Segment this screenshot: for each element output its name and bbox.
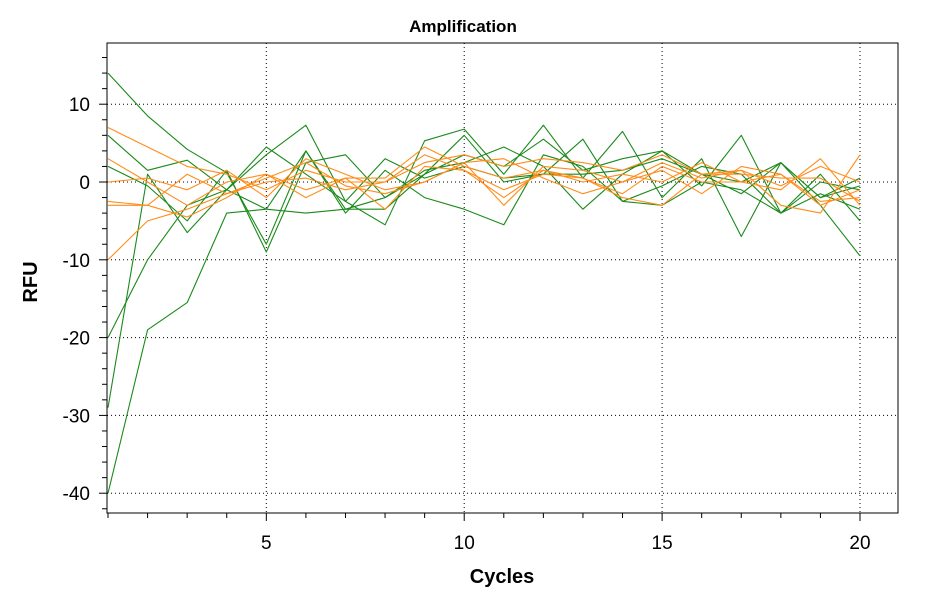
series-line-6 [107,150,861,494]
y-tick-label: 10 [69,95,90,116]
series-line-9 [107,154,861,261]
series-line-2 [107,134,861,202]
series-line-5 [107,134,861,408]
y-tick-label: -10 [63,251,90,272]
series-line-11 [107,158,861,206]
series-group [107,72,861,494]
x-tick-label: 20 [849,533,870,554]
plot-frame [106,42,899,514]
series-line-8 [107,146,861,206]
series-line-12 [108,165,861,218]
x-axis-title: Cycles [470,566,535,588]
x-tick-label: 15 [652,533,673,554]
y-tick-label: -30 [63,406,90,427]
y-tick-label: -20 [63,329,90,350]
series-line-1 [107,72,861,245]
y-tick-label: 0 [79,173,90,194]
series-line-4 [107,124,861,338]
chart-title: Amplification [409,17,517,36]
y-tick-label: -40 [63,484,90,505]
axis-ticks: 5 10 15 20 10 0 -10 -20 -30 -40 [63,57,871,554]
x-tick-label: 10 [454,533,475,554]
x-tick-label: 5 [261,533,272,554]
grid [107,43,898,513]
y-axis-title: RFU [20,261,42,302]
